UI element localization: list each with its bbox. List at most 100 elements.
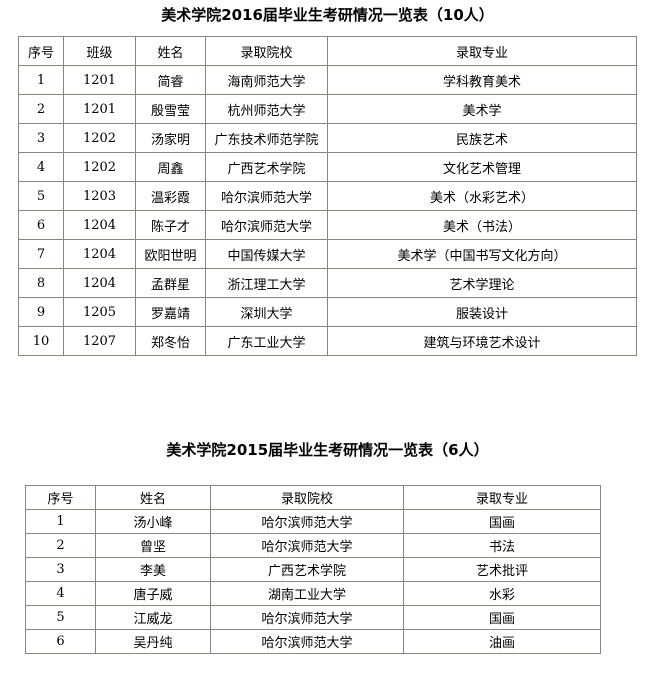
cell-name: 孟群星 xyxy=(135,268,206,298)
column-header-school: 录取院校 xyxy=(210,485,404,510)
cell-school: 哈尔滨师范大学 xyxy=(210,509,404,534)
cell-class: 1203 xyxy=(63,181,136,211)
cell-index: 6 xyxy=(18,210,64,240)
graduates-2016-table: 序号 班级 姓名 录取院校 录取专业 1 1201 简睿 海南师范大学 学科教育… xyxy=(18,36,637,356)
cell-class: 1204 xyxy=(63,210,136,240)
cell-name: 吴丹纯 xyxy=(95,629,211,654)
table-header-row: 序号 班级 姓名 录取院校 录取专业 xyxy=(18,36,637,66)
cell-school: 哈尔滨师范大学 xyxy=(205,181,328,211)
cell-name: 曾坚 xyxy=(95,533,211,558)
cell-name: 殷雪莹 xyxy=(135,94,206,124)
cell-school: 湖南工业大学 xyxy=(210,581,404,606)
cell-class: 1204 xyxy=(63,268,136,298)
cell-class: 1205 xyxy=(63,297,136,327)
cell-name: 欧阳世明 xyxy=(135,239,206,269)
column-header-major: 录取专业 xyxy=(327,36,637,66)
table-row: 4 唐子威 湖南工业大学 水彩 xyxy=(25,581,601,606)
cell-index: 7 xyxy=(18,239,64,269)
cell-major: 国画 xyxy=(403,605,601,630)
table-1-title: 美术学院2016届毕业生考研情况一览表（10人） xyxy=(161,6,494,24)
cell-major: 油画 xyxy=(403,629,601,654)
cell-index: 5 xyxy=(18,181,64,211)
cell-class: 1202 xyxy=(63,123,136,153)
table-row: 1 1201 简睿 海南师范大学 学科教育美术 xyxy=(18,65,637,95)
cell-school: 广东工业大学 xyxy=(205,326,328,356)
table-row: 2 1201 殷雪莹 杭州师范大学 美术学 xyxy=(18,94,637,124)
table-row: 10 1207 郑冬怡 广东工业大学 建筑与环境艺术设计 xyxy=(18,326,637,356)
table-row: 1 汤小峰 哈尔滨师范大学 国画 xyxy=(25,509,601,534)
cell-class: 1204 xyxy=(63,239,136,269)
cell-school: 海南师范大学 xyxy=(205,65,328,95)
cell-school: 哈尔滨师范大学 xyxy=(210,629,404,654)
graduates-2015-table: 序号 姓名 录取院校 录取专业 1 汤小峰 哈尔滨师范大学 国画 2 曾坚 哈尔… xyxy=(25,485,601,654)
cell-class: 1201 xyxy=(63,94,136,124)
table-row: 9 1205 罗嘉靖 深圳大学 服装设计 xyxy=(18,297,637,327)
cell-name: 唐子威 xyxy=(95,581,211,606)
column-header-name: 姓名 xyxy=(95,485,211,510)
cell-major: 艺术学理论 xyxy=(327,268,637,298)
column-header-major: 录取专业 xyxy=(403,485,601,510)
cell-major: 学科教育美术 xyxy=(327,65,637,95)
cell-major: 艺术批评 xyxy=(403,557,601,582)
cell-major: 建筑与环境艺术设计 xyxy=(327,326,637,356)
cell-school: 中国传媒大学 xyxy=(205,239,328,269)
cell-index: 8 xyxy=(18,268,64,298)
cell-index: 9 xyxy=(18,297,64,327)
table-row: 8 1204 孟群星 浙江理工大学 艺术学理论 xyxy=(18,268,637,298)
cell-index: 6 xyxy=(25,629,96,654)
cell-major: 美术学（中国书写文化方向） xyxy=(327,239,637,269)
table-row: 2 曾坚 哈尔滨师范大学 书法 xyxy=(25,533,601,558)
cell-index: 3 xyxy=(25,557,96,582)
cell-index: 5 xyxy=(25,605,96,630)
cell-class: 1202 xyxy=(63,152,136,182)
cell-index: 4 xyxy=(25,581,96,606)
table-row: 5 1203 温彩霞 哈尔滨师范大学 美术（水彩艺术） xyxy=(18,181,637,211)
column-header-index: 序号 xyxy=(18,36,64,66)
table-row: 4 1202 周鑫 广西艺术学院 文化艺术管理 xyxy=(18,152,637,182)
cell-major: 水彩 xyxy=(403,581,601,606)
cell-school: 哈尔滨师范大学 xyxy=(205,210,328,240)
cell-major: 国画 xyxy=(403,509,601,534)
cell-name: 罗嘉靖 xyxy=(135,297,206,327)
cell-name: 李美 xyxy=(95,557,211,582)
cell-name: 简睿 xyxy=(135,65,206,95)
column-header-school: 录取院校 xyxy=(205,36,328,66)
cell-name: 陈子才 xyxy=(135,210,206,240)
cell-class: 1207 xyxy=(63,326,136,356)
cell-major: 美术（水彩艺术） xyxy=(327,181,637,211)
cell-major: 文化艺术管理 xyxy=(327,152,637,182)
cell-index: 1 xyxy=(18,65,64,95)
cell-index: 2 xyxy=(18,94,64,124)
cell-major: 美术（书法） xyxy=(327,210,637,240)
column-header-class: 班级 xyxy=(63,36,136,66)
cell-major: 服装设计 xyxy=(327,297,637,327)
cell-major: 书法 xyxy=(403,533,601,558)
cell-school: 哈尔滨师范大学 xyxy=(210,533,404,558)
cell-school: 哈尔滨师范大学 xyxy=(210,605,404,630)
cell-index: 2 xyxy=(25,533,96,558)
cell-name: 汤家明 xyxy=(135,123,206,153)
cell-school: 浙江理工大学 xyxy=(205,268,328,298)
cell-school: 深圳大学 xyxy=(205,297,328,327)
cell-name: 郑冬怡 xyxy=(135,326,206,356)
table-row: 7 1204 欧阳世明 中国传媒大学 美术学（中国书写文化方向） xyxy=(18,239,637,269)
cell-name: 汤小峰 xyxy=(95,509,211,534)
table-row: 6 1204 陈子才 哈尔滨师范大学 美术（书法） xyxy=(18,210,637,240)
cell-major: 民族艺术 xyxy=(327,123,637,153)
cell-index: 1 xyxy=(25,509,96,534)
cell-name: 江威龙 xyxy=(95,605,211,630)
table-row: 3 1202 汤家明 广东技术师范学院 民族艺术 xyxy=(18,123,637,153)
cell-school: 杭州师范大学 xyxy=(205,94,328,124)
cell-school: 广西艺术学院 xyxy=(205,152,328,182)
cell-index: 10 xyxy=(18,326,64,356)
cell-major: 美术学 xyxy=(327,94,637,124)
cell-index: 3 xyxy=(18,123,64,153)
table-row: 5 江威龙 哈尔滨师范大学 国画 xyxy=(25,605,601,630)
cell-class: 1201 xyxy=(63,65,136,95)
cell-name: 周鑫 xyxy=(135,152,206,182)
column-header-index: 序号 xyxy=(25,485,96,510)
cell-school: 广东技术师范学院 xyxy=(205,123,328,153)
table-2-title: 美术学院2015届毕业生考研情况一览表（6人） xyxy=(166,441,489,459)
table-header-row: 序号 姓名 录取院校 录取专业 xyxy=(25,485,601,510)
cell-name: 温彩霞 xyxy=(135,181,206,211)
